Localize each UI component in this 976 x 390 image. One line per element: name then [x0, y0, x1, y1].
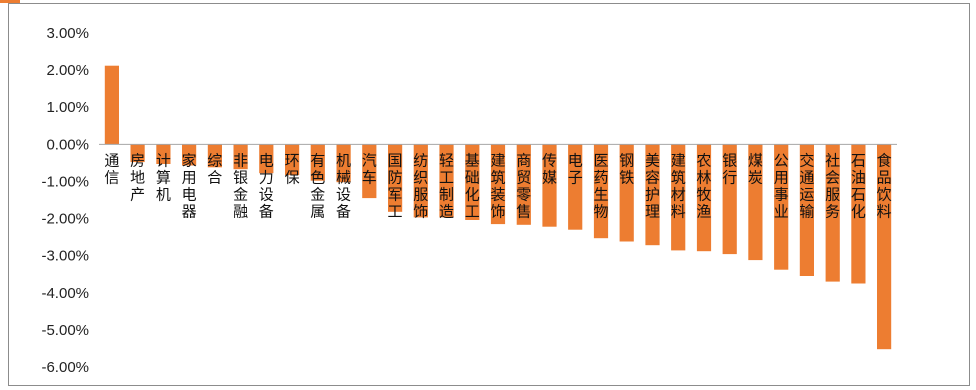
category-label: 环保	[285, 152, 300, 186]
y-tick-label: 2.00%	[46, 62, 89, 79]
bar	[490, 144, 506, 225]
bar	[619, 144, 634, 242]
category-label: 社会服务	[825, 152, 840, 220]
category-label: 食品饮料	[877, 152, 892, 220]
category-label: 银行	[722, 152, 737, 186]
category-label: 轻工制造	[439, 152, 454, 220]
bar	[696, 144, 712, 252]
bar	[568, 144, 583, 230]
bar	[877, 144, 892, 350]
bar	[516, 144, 531, 225]
category-label: 农林牧渔	[696, 152, 711, 220]
category-label: 家用电器	[182, 152, 197, 220]
bar	[104, 65, 119, 145]
category-label: 机械设备	[336, 152, 351, 220]
corner-accent	[0, 0, 20, 3]
bars	[104, 65, 892, 350]
bar	[748, 144, 763, 261]
bar	[825, 144, 840, 282]
category-label: 商贸零售	[516, 152, 531, 220]
y-tick-label: 0.00%	[46, 136, 89, 153]
category-label: 传媒	[542, 152, 557, 186]
bar	[465, 144, 480, 220]
category-label: 有色金属	[310, 152, 325, 220]
category-label: 医药生物	[593, 152, 608, 220]
bar	[285, 144, 300, 176]
bar	[593, 144, 609, 239]
category-label: 石油石化	[851, 152, 866, 220]
category-label: 房地产	[130, 152, 145, 203]
category-label: 国防军工	[387, 152, 402, 220]
bar	[645, 144, 660, 246]
bar	[362, 144, 377, 199]
category-label: 计算机	[156, 152, 171, 203]
bar	[156, 144, 171, 164]
chart-frame: 3.00% 2.00% 1.00% 0.00% -1.00% -2.00% -3.00% -4…	[8, 3, 970, 386]
category-label: 电子	[568, 152, 583, 186]
category-label: 美容护理	[645, 152, 660, 220]
bar	[233, 144, 248, 170]
category-label: 建筑装饰	[490, 152, 505, 220]
category-label: 煤炭	[748, 152, 763, 186]
y-tick-label: -4.00%	[41, 285, 89, 302]
bar	[336, 144, 351, 183]
bar	[439, 144, 454, 218]
y-tick-label: 1.00%	[46, 99, 89, 116]
category-label: 建筑材料	[671, 152, 686, 220]
bar	[130, 144, 145, 163]
bar	[799, 144, 814, 276]
category-label: 电力设备	[259, 152, 274, 220]
category-label: 汽车	[362, 152, 377, 186]
bar	[182, 144, 197, 166]
bar	[774, 144, 789, 270]
category-label: 通信	[104, 152, 119, 186]
y-tick-label: -1.00%	[41, 173, 89, 190]
category-label: 非银金融	[233, 152, 248, 220]
category-label: 公用事业	[774, 152, 789, 220]
bar-chart: 3.00% 2.00% 1.00% 0.00% -1.00% -2.00% -3.00% -4…	[41, 25, 897, 376]
bar	[671, 144, 686, 251]
y-tick-label: -3.00%	[41, 248, 89, 265]
y-tick-label: -5.00%	[41, 322, 89, 339]
bar	[413, 144, 428, 218]
category-label: 纺织服饰	[413, 152, 428, 220]
category-labels: 通信房地产计算机家用电器综合非银金融电力设备环保有色金属机械设备汽车国防军工纺织…	[104, 151, 891, 220]
y-axis-labels: 3.00% 2.00% 1.00% 0.00% -1.00% -2.00% -3.00% -4…	[41, 25, 89, 376]
bar	[722, 144, 737, 255]
bar	[542, 144, 557, 227]
bar	[259, 144, 274, 174]
y-tick-label: 3.00%	[46, 25, 89, 42]
category-label: 基础化工	[465, 152, 480, 220]
category-label: 综合	[207, 152, 222, 186]
y-tick-label: -6.00%	[41, 359, 89, 376]
bar	[207, 144, 222, 168]
bar	[310, 144, 325, 181]
bar	[388, 144, 403, 212]
category-label: 钢铁	[619, 152, 634, 186]
bar	[851, 144, 866, 284]
y-tick-label: -2.00%	[41, 211, 89, 228]
category-label: 交通运输	[799, 151, 814, 220]
